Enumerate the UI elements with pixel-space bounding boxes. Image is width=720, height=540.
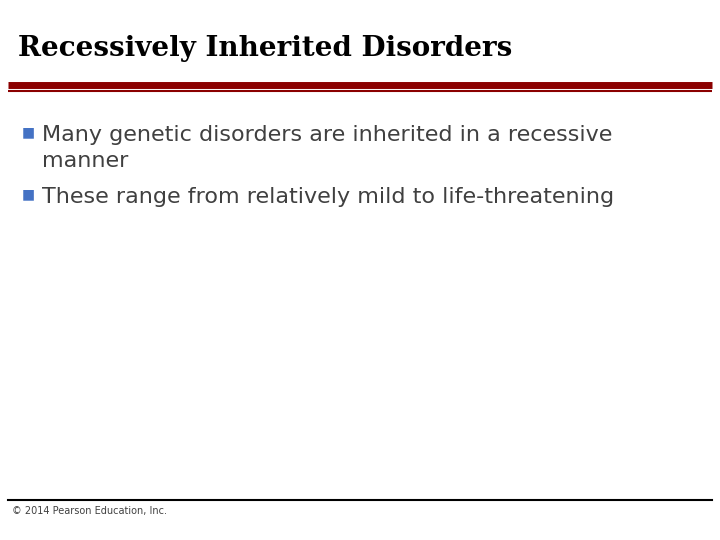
Text: These range from relatively mild to life-threatening: These range from relatively mild to life… <box>42 187 614 207</box>
Text: Many genetic disorders are inherited in a recessive
manner: Many genetic disorders are inherited in … <box>42 125 613 171</box>
Text: Recessively Inherited Disorders: Recessively Inherited Disorders <box>18 35 512 62</box>
Text: © 2014 Pearson Education, Inc.: © 2014 Pearson Education, Inc. <box>12 506 167 516</box>
Text: ■: ■ <box>22 125 35 139</box>
Text: ■: ■ <box>22 187 35 201</box>
